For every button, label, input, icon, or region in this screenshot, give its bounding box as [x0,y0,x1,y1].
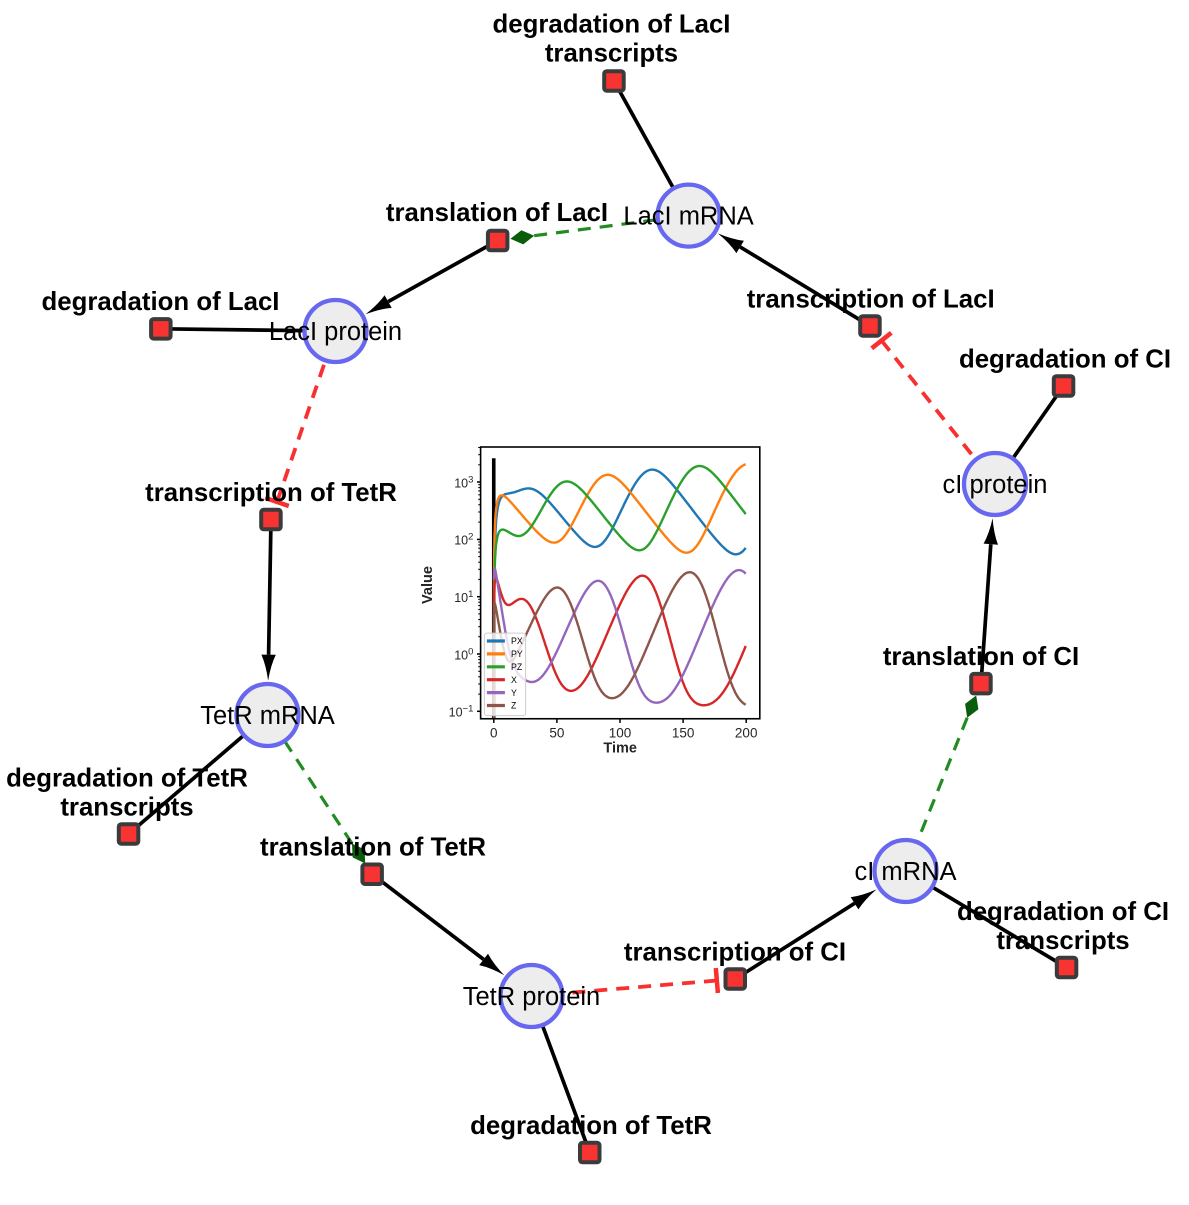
svg-text:0: 0 [490,726,498,741]
svg-text:150: 150 [672,726,695,741]
svg-text:translation of CI: translation of CI [883,643,1079,671]
svg-text:100: 100 [609,726,632,741]
svg-text:50: 50 [549,726,564,741]
svg-text:transcripts: transcripts [60,793,193,821]
svg-text:Y: Y [511,688,517,698]
svg-text:cI mRNA: cI mRNA [855,858,957,886]
svg-text:transcripts: transcripts [996,927,1129,955]
svg-text:transcription of LacI: transcription of LacI [747,285,995,313]
svg-text:cI protein: cI protein [943,471,1048,499]
svg-text:transcription of TetR: transcription of TetR [145,479,397,507]
svg-text:Value: Value [420,566,436,604]
svg-text:PX: PX [511,636,523,646]
svg-text:TetR protein: TetR protein [463,983,601,1011]
svg-text:Time: Time [603,741,637,757]
svg-text:LacI mRNA: LacI mRNA [623,203,753,231]
svg-text:TetR mRNA: TetR mRNA [200,702,335,730]
svg-text:X: X [511,675,517,685]
svg-text:degradation of TetR: degradation of TetR [6,764,248,792]
svg-text:transcripts: transcripts [545,40,678,68]
svg-text:degradation of TetR: degradation of TetR [470,1112,712,1140]
svg-text:200: 200 [735,726,758,741]
svg-text:degradation of LacI: degradation of LacI [42,288,280,316]
svg-text:PY: PY [511,649,523,659]
svg-text:translation of LacI: translation of LacI [386,199,608,227]
svg-text:degradation of CI: degradation of CI [957,898,1169,926]
svg-text:transcription of CI: transcription of CI [624,938,846,966]
svg-text:degradation of LacI: degradation of LacI [493,11,731,39]
svg-text:degradation of CI: degradation of CI [959,345,1171,373]
svg-text:translation of TetR: translation of TetR [260,834,486,862]
svg-text:Z: Z [511,701,517,711]
svg-text:PZ: PZ [511,662,523,672]
svg-text:LacI protein: LacI protein [269,318,402,346]
